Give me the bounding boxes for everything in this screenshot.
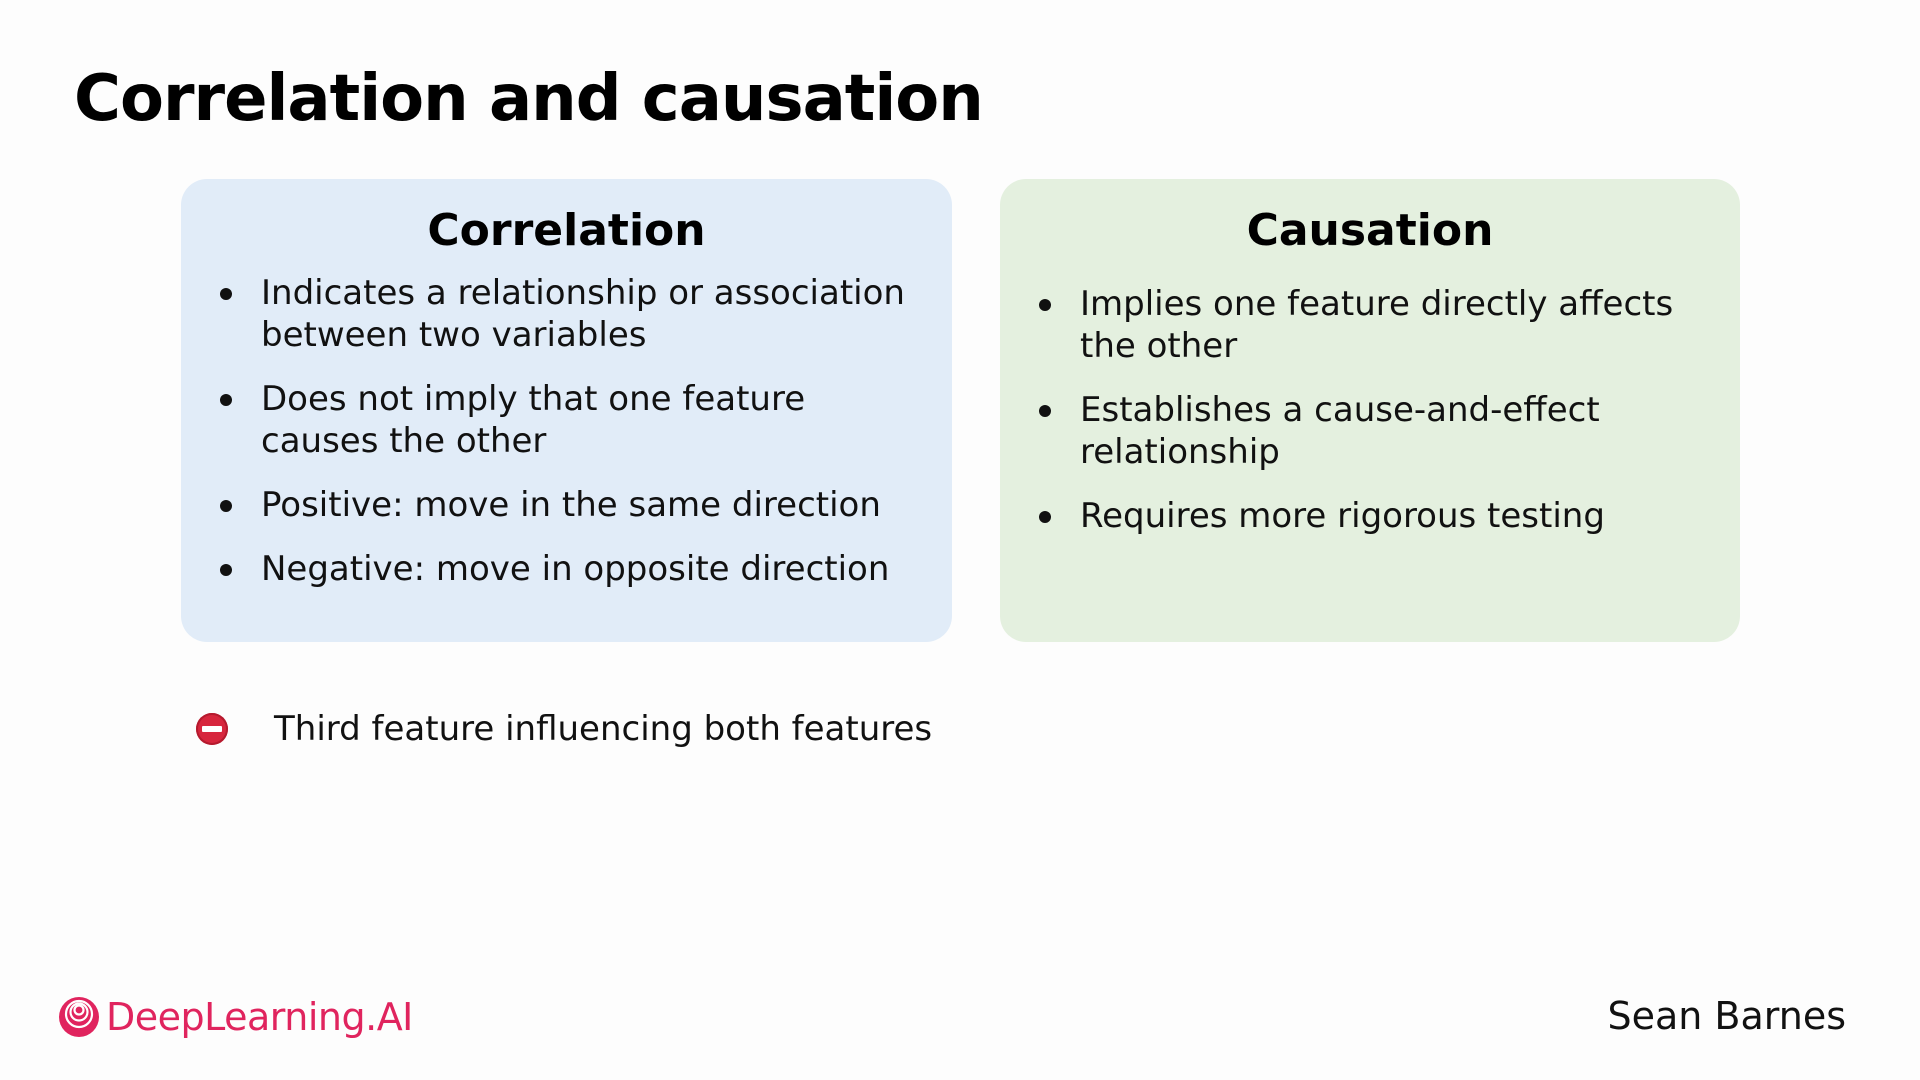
slide-title: Correlation and causation (74, 62, 984, 136)
presenter-name: Sean Barnes (1607, 994, 1846, 1038)
deeplearning-logo: DeepLearning.AI (58, 995, 413, 1039)
note-text: Third feature influencing both features (274, 709, 933, 749)
logo-icon (59, 997, 99, 1037)
bullet-text: Establishes a cause-and-effect relations… (1080, 390, 1600, 472)
bullet-text: Does not imply that one feature causes t… (261, 379, 806, 461)
bullet-text: Requires more rigorous testing (1080, 496, 1605, 536)
bullet-text: Indicates a relationship or association … (261, 273, 905, 355)
bullet-dot-icon (220, 394, 232, 406)
bullet-dot-icon (220, 500, 232, 512)
bullet-item: Establishes a cause-and-effect relations… (1035, 389, 1720, 473)
bullet-dot-icon (1039, 299, 1051, 311)
bullet-item: Does not imply that one feature causes t… (216, 378, 932, 462)
bullet-text: Implies one feature directly affects the… (1080, 284, 1674, 366)
bullet-item: Implies one feature directly affects the… (1035, 283, 1720, 367)
bullet-item: Negative: move in opposite direction (216, 548, 932, 590)
bullet-text: Positive: move in the same direction (261, 485, 881, 525)
bullet-item: Requires more rigorous testing (1035, 495, 1720, 537)
bullet-dot-icon (1039, 511, 1051, 523)
logo-text: DeepLearning.AI (106, 995, 413, 1039)
causation-card: Causation Implies one feature directly a… (1000, 179, 1740, 642)
bullet-dot-icon (220, 564, 232, 576)
correlation-heading: Correlation (427, 205, 706, 256)
bullet-item: Positive: move in the same direction (216, 484, 932, 526)
correlation-bullet-list: Indicates a relationship or association … (216, 272, 932, 612)
bullet-item: Indicates a relationship or association … (216, 272, 932, 356)
bullet-dot-icon (1039, 405, 1051, 417)
causation-bullet-list: Implies one feature directly affects the… (1035, 283, 1720, 559)
confounder-note: Third feature influencing both features (196, 705, 932, 753)
correlation-card: Correlation Indicates a relationship or … (181, 179, 952, 642)
bullet-text: Negative: move in opposite direction (261, 549, 890, 589)
no-entry-icon (196, 713, 228, 745)
bullet-dot-icon (220, 288, 232, 300)
causation-heading: Causation (1246, 205, 1494, 256)
